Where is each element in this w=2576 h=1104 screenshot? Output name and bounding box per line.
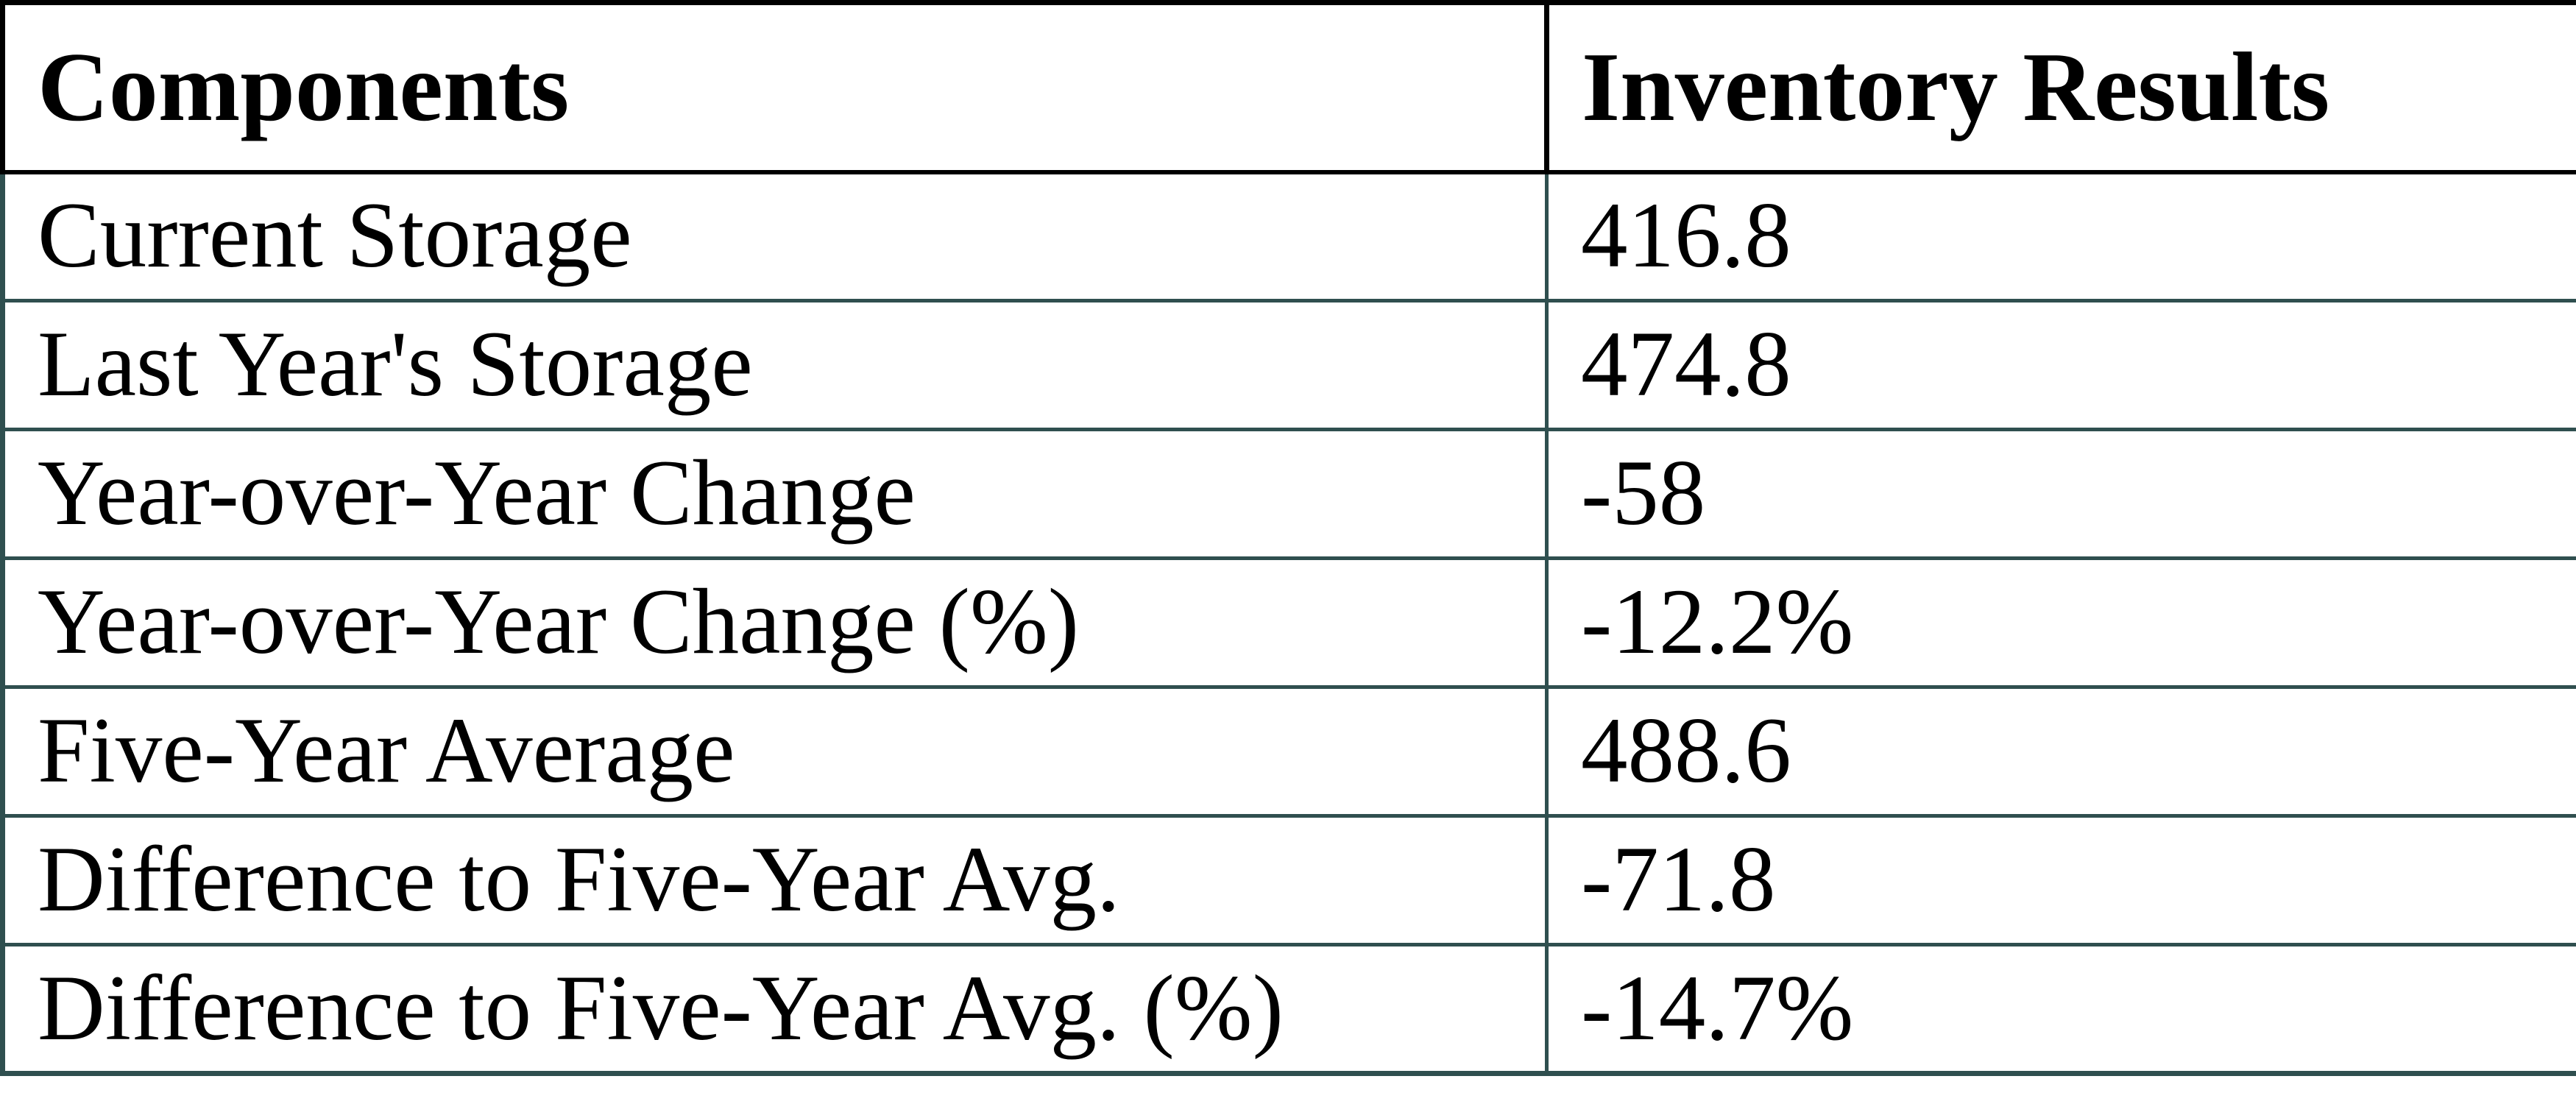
row-label: Five-Year Average [0,685,1549,818]
row-label: Difference to Five-Year Avg. [0,814,1549,946]
row-value: -14.7% [1545,943,2576,1076]
row-label: Last Year's Storage [0,299,1549,431]
table-header-row: Components Inventory Results [0,0,2576,174]
row-value: -12.2% [1545,556,2576,689]
table-row-current-storage: Current Storage 416.8 [0,170,2576,302]
row-value: -58 [1545,428,2576,560]
table-row-five-year-average: Five-Year Average 488.6 [0,685,2576,818]
column-header-components: Components [0,0,1549,174]
row-value: -71.8 [1545,814,2576,946]
column-header-inventory-results: Inventory Results [1544,0,2576,174]
table-row-last-years-storage: Last Year's Storage 474.8 [0,299,2576,431]
row-value: 488.6 [1545,685,2576,818]
row-label: Current Storage [0,170,1549,302]
inventory-table: Components Inventory Results Current Sto… [0,0,2576,1076]
row-value: 416.8 [1545,170,2576,302]
row-label: Year-over-Year Change [0,428,1549,560]
row-label: Year-over-Year Change (%) [0,556,1549,689]
table-row-yoy-change-pct: Year-over-Year Change (%) -12.2% [0,556,2576,689]
table-row-diff-five-year-avg-pct: Difference to Five-Year Avg. (%) -14.7% [0,943,2576,1076]
row-value: 474.8 [1545,299,2576,431]
table-row-yoy-change: Year-over-Year Change -58 [0,428,2576,560]
table-row-diff-five-year-avg: Difference to Five-Year Avg. -71.8 [0,814,2576,946]
row-label: Difference to Five-Year Avg. (%) [0,943,1549,1076]
